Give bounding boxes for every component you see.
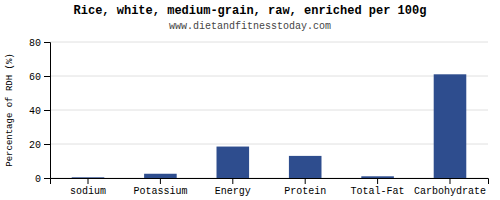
tick-mark xyxy=(160,178,161,184)
y-axis-title: Percentage of RDH (%) xyxy=(5,53,15,166)
tick-label: Carbohydrate xyxy=(414,186,486,197)
tick-mark xyxy=(44,42,50,43)
tick-label: 40 xyxy=(29,106,41,117)
bar xyxy=(361,176,394,178)
chart-container: Rice, white, medium-grain, raw, enriched… xyxy=(0,0,500,200)
tick-mark xyxy=(44,76,50,77)
y-axis: 0 20 40 60 80 xyxy=(29,38,51,185)
tick-label: Protein xyxy=(284,186,326,197)
tick-label: 0 xyxy=(35,174,41,185)
tick-label: Potassium xyxy=(133,186,187,197)
tick-mark xyxy=(305,178,306,184)
tick-mark xyxy=(377,178,378,184)
bar xyxy=(434,74,467,178)
title: Rice, white, medium-grain, raw, enriched… xyxy=(74,4,427,18)
tick: Carbohydrate xyxy=(414,178,486,197)
tick-label: Total-Fat xyxy=(351,186,405,197)
bar xyxy=(289,156,322,178)
tick: 40 xyxy=(29,106,50,117)
grid xyxy=(50,42,488,178)
x-axis: sodium Potassium Energy Protein Total-Fat Car… xyxy=(51,178,489,197)
tick: Potassium xyxy=(133,178,187,197)
bar xyxy=(144,174,177,178)
tick-label: 60 xyxy=(29,72,41,83)
tick: 80 xyxy=(29,38,50,49)
tick-mark xyxy=(44,110,50,111)
tick-mark xyxy=(44,144,50,145)
tick: 60 xyxy=(29,72,50,83)
tick: 0 xyxy=(35,174,50,185)
bar xyxy=(72,177,105,178)
tick: Protein xyxy=(284,178,326,197)
axis-line xyxy=(51,179,489,185)
tick-mark xyxy=(232,178,233,184)
bar xyxy=(217,147,250,178)
tick-label: Energy xyxy=(215,186,251,197)
tick-label: sodium xyxy=(70,186,106,197)
tick-label: 80 xyxy=(29,38,41,49)
axis-line xyxy=(44,43,51,179)
grid-line xyxy=(50,144,488,145)
grid-line xyxy=(50,76,488,77)
chart: Rice, white, medium-grain, raw, enriched… xyxy=(0,0,500,200)
bars xyxy=(72,74,467,178)
tick: sodium xyxy=(70,178,106,197)
tick-mark xyxy=(44,178,50,179)
tick-mark xyxy=(88,178,89,184)
tick: 20 xyxy=(29,140,50,151)
tick: Total-Fat xyxy=(351,178,405,197)
tick: Energy xyxy=(215,178,251,197)
subtitle: www.dietandfitnesstoday.com xyxy=(169,21,331,32)
tick-mark xyxy=(449,178,450,184)
grid-line xyxy=(50,42,488,43)
grid-line xyxy=(50,110,488,111)
tick-label: 20 xyxy=(29,140,41,151)
